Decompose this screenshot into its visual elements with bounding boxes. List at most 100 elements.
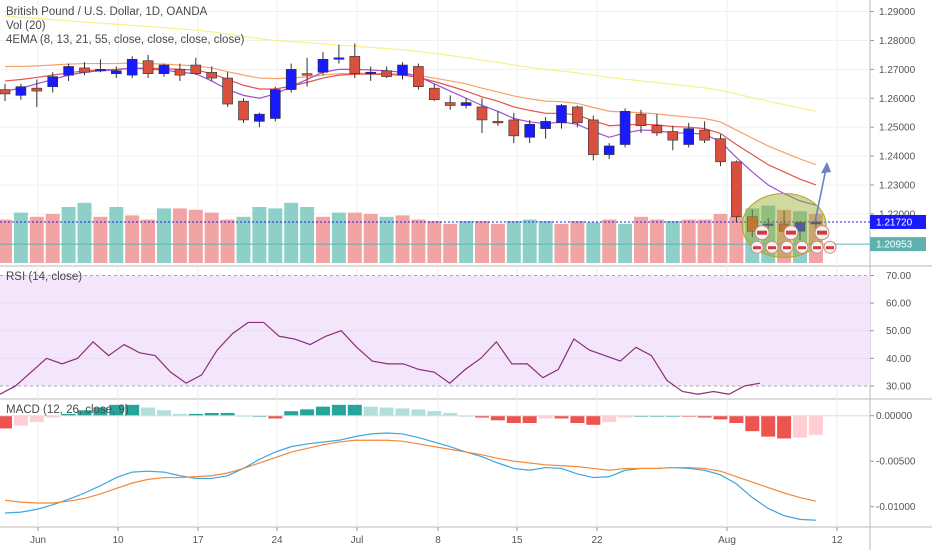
candle-body xyxy=(715,138,726,163)
candle-body xyxy=(0,89,11,95)
macd-tick-label: -0.01000 xyxy=(876,502,916,513)
macd-histogram-bar xyxy=(172,413,187,416)
volume-bar xyxy=(347,212,362,263)
volume-bar xyxy=(93,216,108,263)
candle-body xyxy=(301,73,313,76)
price-tick-label: 1.25000 xyxy=(879,123,916,134)
last-price-label: 1.21720 xyxy=(876,217,913,228)
volume-bar xyxy=(109,207,124,263)
rsi-tick-label: 50.00 xyxy=(886,326,911,337)
x-tick-label: 12 xyxy=(831,535,843,546)
candle-body xyxy=(556,105,567,124)
candle-body xyxy=(572,106,583,124)
macd-histogram-bar xyxy=(204,413,219,416)
macd-histogram-bar xyxy=(586,415,601,425)
x-tick-label: Jul xyxy=(351,535,364,546)
volume-bar xyxy=(729,216,744,263)
volume-bar xyxy=(634,216,648,263)
macd-histogram-bar xyxy=(61,413,76,416)
volume-bar xyxy=(125,215,140,263)
macd-histogram-bar xyxy=(808,415,823,435)
volume-bar xyxy=(29,216,44,263)
macd-tick-label: 0.00000 xyxy=(876,411,913,422)
macd-histogram-bar xyxy=(109,404,124,416)
candle-body xyxy=(15,86,27,96)
candle-body xyxy=(667,131,679,141)
candle-body xyxy=(651,125,663,134)
candle-body xyxy=(413,66,424,88)
volume-bar xyxy=(538,221,553,263)
event-badge-flag xyxy=(826,246,834,250)
candle-body xyxy=(47,76,59,88)
volume-bar xyxy=(77,202,92,263)
price-tick-label: 1.26000 xyxy=(879,94,916,105)
macd-histogram-bar xyxy=(475,415,489,418)
macd-histogram-bar xyxy=(157,410,171,416)
volume-bar xyxy=(236,216,251,263)
candle-body xyxy=(397,64,408,76)
volume-bar xyxy=(300,207,315,263)
candle-body xyxy=(365,71,377,75)
symbol-legend: British Pound / U.S. Dollar, 1D, OANDA xyxy=(6,6,208,18)
rsi-tick-label: 40.00 xyxy=(886,354,911,365)
volume-bar xyxy=(157,208,171,263)
volume-bar xyxy=(141,219,156,263)
macd-histogram-bar xyxy=(761,415,776,437)
macd-histogram-bar xyxy=(554,415,569,419)
candle-body xyxy=(460,102,472,106)
candle-body xyxy=(63,66,74,76)
volume-bar xyxy=(379,216,394,263)
macd-histogram-bar xyxy=(443,413,458,416)
volume-legend: Vol (20) xyxy=(6,20,46,32)
candle-body xyxy=(444,102,456,106)
volume-bar xyxy=(45,214,60,263)
macd-histogram-bar xyxy=(395,408,410,416)
candle-body xyxy=(111,70,122,74)
macd-histogram-bar xyxy=(490,415,505,421)
macd-histogram-bar xyxy=(125,404,140,416)
price-tick-label: 1.29000 xyxy=(879,7,916,18)
x-tick-label: 17 xyxy=(192,535,204,546)
macd-histogram-bar xyxy=(300,409,315,416)
macd-histogram-bar xyxy=(141,407,156,416)
candle-body xyxy=(603,145,615,155)
macd-histogram-bar xyxy=(363,406,378,416)
volume-bar xyxy=(602,219,617,263)
volume-bar xyxy=(331,212,346,263)
price-tick-label: 1.24000 xyxy=(879,152,916,163)
volume-bar xyxy=(395,215,410,263)
ema55-line xyxy=(4,15,817,112)
event-badge-flag xyxy=(753,246,761,250)
last-price-tag xyxy=(870,214,926,229)
level-price-label: 1.20953 xyxy=(876,240,913,251)
candle-body xyxy=(254,113,265,122)
volume-bar xyxy=(443,223,458,263)
volume-bar xyxy=(13,212,28,263)
candle-body xyxy=(381,70,392,77)
macd-histogram-bar xyxy=(220,413,235,416)
candle-body xyxy=(269,89,281,119)
event-badge-flag xyxy=(786,230,796,235)
candle-body xyxy=(540,121,551,129)
volume-bar xyxy=(284,202,299,263)
candle-body xyxy=(699,129,710,141)
rsi-line xyxy=(0,321,761,395)
volume-bar xyxy=(204,212,219,263)
candle-body xyxy=(524,123,536,138)
event-badge-flag xyxy=(768,246,776,250)
arrow-head xyxy=(821,161,831,174)
volume-bar xyxy=(554,223,569,263)
volume-bar xyxy=(363,214,378,263)
volume-bar xyxy=(475,221,489,263)
macd-histogram-bar xyxy=(793,415,807,438)
x-tick-label: Aug xyxy=(718,535,736,546)
ema-legend: 4EMA (8, 13, 21, 55, close, close, close… xyxy=(6,34,245,46)
candle-body xyxy=(508,119,520,137)
volume-bar xyxy=(649,219,664,263)
macd-histogram-bar xyxy=(284,411,299,416)
macd-histogram-bar xyxy=(411,409,426,416)
candle-body xyxy=(428,87,440,101)
candle-body xyxy=(731,161,742,218)
candle-body xyxy=(349,56,361,74)
